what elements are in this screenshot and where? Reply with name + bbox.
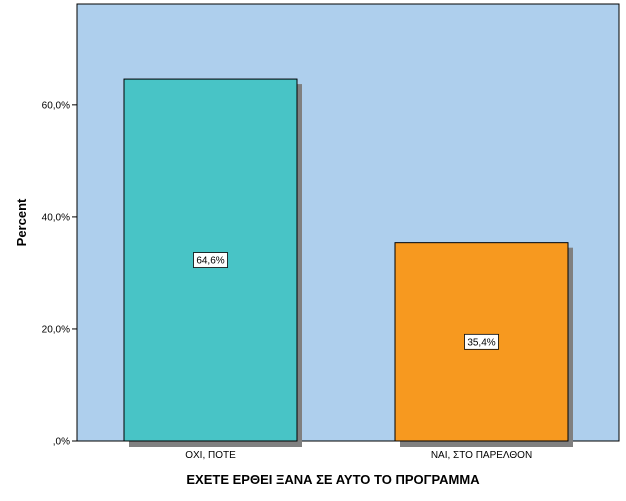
y-tick-label: 40,0% (42, 212, 70, 223)
data-label-box (193, 252, 228, 268)
data-label: 35,4% (467, 337, 495, 348)
x-category-label: ΟΧΙ, ΠΟΤΕ (185, 450, 236, 461)
y-tick-label: 20,0% (42, 324, 70, 335)
y-tick-label: ,0% (53, 437, 70, 448)
bars: 64,6% ΟΧΙ, ΠΟΤΕ 35,4% ΝΑΙ, ΣΤΟ ΠΑΡΕΛΘΟΝ (123, 78, 573, 461)
data-label-box (464, 333, 499, 350)
data-label: 64,6% (196, 256, 224, 267)
y-tick-label: 60,0% (42, 100, 70, 111)
x-axis-label: ΕΧΕΤΕ ΕΡΘΕΙ ΞΑΝΑ ΣΕ ΑΥΤΟ ΤΟ ΠΡΟΓΡΑΜΜΑ (186, 472, 480, 487)
y-axis-ticks: ,0% 20,0% 40,0% 60,0% (42, 100, 77, 448)
x-category-label: ΝΑΙ, ΣΤΟ ΠΑΡΕΛΘΟΝ (431, 450, 532, 461)
y-axis-label: Percent (14, 198, 29, 246)
